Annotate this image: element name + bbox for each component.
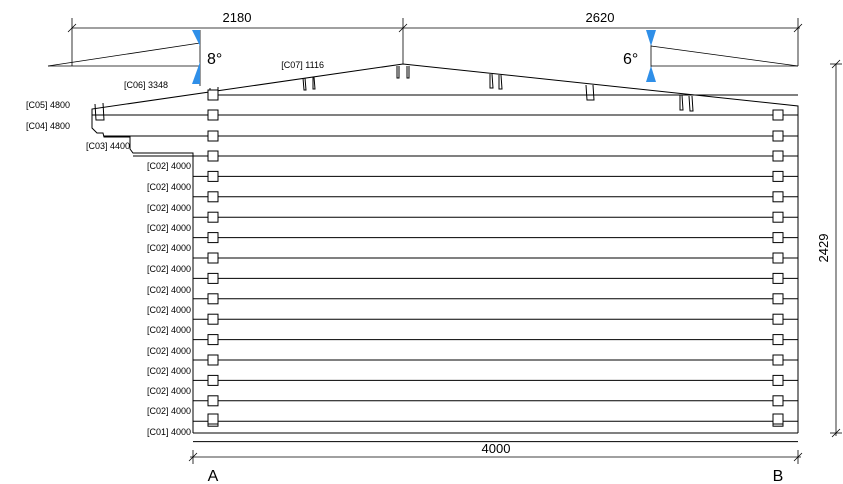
log-label-c06: [C06] 3348 bbox=[124, 80, 168, 90]
log-label-c02: [C02] 4000 bbox=[147, 161, 191, 171]
log-notch-b bbox=[772, 211, 784, 223]
roof-notch bbox=[679, 94, 694, 112]
log-label-c04: [C04] 4800 bbox=[26, 121, 70, 131]
log-notch-b bbox=[772, 232, 784, 244]
log-labels: [C01] 4000 [C02] 4000 [C02] 4000 [C02] 4… bbox=[26, 60, 324, 437]
end-label-a: A bbox=[208, 468, 219, 484]
angle-marker-left bbox=[192, 62, 200, 84]
angle-marker-right bbox=[646, 66, 656, 82]
log-notch-a bbox=[207, 89, 219, 101]
roof-notch bbox=[396, 66, 410, 79]
angle-marker-right bbox=[646, 30, 656, 46]
log-notch-a bbox=[207, 272, 219, 284]
log-notch-b bbox=[772, 191, 784, 203]
width-dimension: 4000 bbox=[188, 441, 803, 464]
log-notch-a bbox=[207, 354, 219, 366]
top-dimension: 2180 2620 bbox=[67, 10, 803, 66]
log-notch-b bbox=[772, 130, 784, 142]
log-label-c02: [C02] 4000 bbox=[147, 346, 191, 356]
log-label-c02: [C02] 4000 bbox=[147, 386, 191, 396]
dimension-top-left: 2180 bbox=[223, 10, 252, 25]
log-label-c02: [C02] 4000 bbox=[147, 203, 191, 213]
log-notch-a bbox=[207, 252, 219, 264]
log-notch-a bbox=[207, 191, 219, 203]
log-notch-b bbox=[772, 293, 784, 305]
log-label-c05: [C05] 4800 bbox=[26, 100, 70, 110]
dimension-height: 2429 bbox=[816, 234, 831, 263]
log-label-c02: [C02] 4000 bbox=[147, 305, 191, 315]
log-label-c02: [C02] 4000 bbox=[147, 182, 191, 192]
log-notch-b bbox=[772, 109, 784, 121]
log-notch-b bbox=[772, 374, 784, 386]
log-notch-a bbox=[207, 413, 219, 425]
log-notch-b bbox=[772, 413, 784, 425]
log-notch-a bbox=[207, 374, 219, 386]
angle-marker-left bbox=[192, 30, 200, 46]
log-label-c02: [C02] 4000 bbox=[147, 285, 191, 295]
log-label-c01: [C01] 4000 bbox=[147, 427, 191, 437]
log-notch-a bbox=[207, 130, 219, 142]
log-notch-a bbox=[207, 170, 219, 182]
log-notch-b bbox=[772, 313, 784, 325]
log-label-c07: [C07] 1116 bbox=[281, 60, 324, 70]
log-label-c02: [C02] 4000 bbox=[147, 223, 191, 233]
wall-side-profile bbox=[91, 106, 799, 434]
log-label-c02: [C02] 4000 bbox=[147, 366, 191, 376]
roof-slope-left: 8° bbox=[47, 30, 222, 86]
log-notch-b bbox=[772, 354, 784, 366]
log-notch-a bbox=[207, 334, 219, 346]
log-label-c02: [C02] 4000 bbox=[147, 406, 191, 416]
log-notch-a bbox=[207, 109, 219, 121]
log-notch-b bbox=[772, 395, 784, 407]
roof-notch bbox=[302, 76, 316, 91]
log-label-c02: [C02] 4000 bbox=[147, 243, 191, 253]
angle-label-left: 8° bbox=[207, 51, 222, 68]
log-notch-b bbox=[772, 150, 784, 162]
log-notch-a bbox=[207, 232, 219, 244]
log-notch-b bbox=[772, 334, 784, 346]
height-dimension: 2429 bbox=[816, 59, 842, 438]
dimension-width: 4000 bbox=[482, 441, 511, 456]
roof-slope-right: 6° bbox=[623, 30, 799, 82]
log-label-c03: [C03] 4400 bbox=[86, 141, 130, 151]
log-label-c02: [C02] 4000 bbox=[147, 325, 191, 335]
log-notch-b bbox=[772, 252, 784, 264]
log-notch-a bbox=[207, 395, 219, 407]
log-notch-b bbox=[772, 272, 784, 284]
end-label-b: B bbox=[773, 468, 784, 484]
wall-logs bbox=[92, 89, 798, 443]
log-label-c02: [C02] 4000 bbox=[147, 264, 191, 274]
log-notch-a bbox=[207, 150, 219, 162]
roof-notch bbox=[489, 73, 503, 90]
roof-notch bbox=[585, 84, 595, 101]
log-notch-a bbox=[207, 313, 219, 325]
dimension-top-right: 2620 bbox=[586, 10, 615, 25]
angle-label-right: 6° bbox=[623, 51, 638, 68]
log-notch-a bbox=[207, 293, 219, 305]
log-notch-a bbox=[207, 211, 219, 223]
roof-notch bbox=[94, 102, 105, 121]
log-notch-b bbox=[772, 170, 784, 182]
